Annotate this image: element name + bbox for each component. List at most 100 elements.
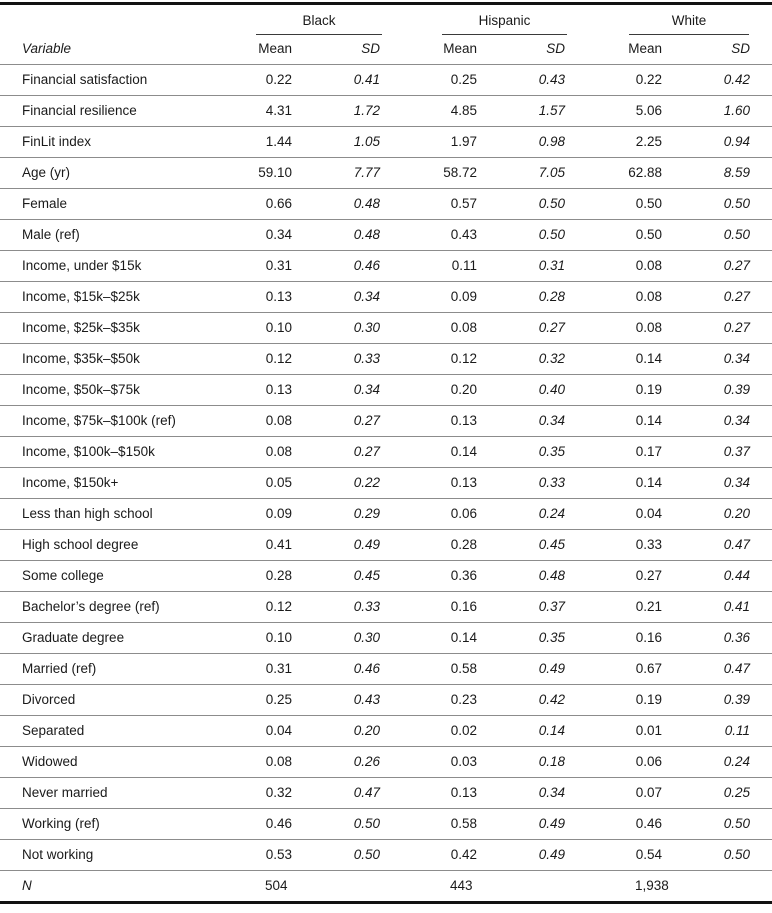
black-sd-cell: 0.22	[298, 467, 384, 499]
black-sd-cell: 0.49	[298, 529, 384, 561]
white-sd-cell: 0.44	[662, 560, 772, 592]
gap-cell	[383, 219, 434, 251]
white-mean-cell: 0.07	[620, 777, 663, 809]
hispanic-sd-cell: 0.48	[477, 560, 569, 592]
black-mean-cell: 0.08	[240, 436, 298, 468]
black-mean-cell: 0.08	[240, 405, 298, 437]
table-row: Female 0.66 0.48 0.57 0.50 0.50 0.50	[0, 188, 772, 220]
hispanic-sd-cell: 0.14	[477, 715, 569, 747]
hispanic-mean-cell: 0.14	[433, 436, 478, 468]
black-mean-cell: 0.41	[240, 529, 298, 561]
hispanic-sd-cell: 0.49	[477, 808, 569, 840]
white-mean-cell: 0.50	[620, 219, 663, 251]
hispanic-sd-cell: 0.35	[477, 436, 569, 468]
table-row: Income, $35k–$50k 0.12 0.33 0.12 0.32 0.14 0.3…	[0, 343, 772, 375]
group-header-hispanic-cell: Hispanic	[433, 4, 568, 35]
gap-cell	[568, 436, 621, 468]
black-mean-cell: 1.44	[240, 126, 298, 158]
table-row: Some college 0.28 0.45 0.36 0.48 0.27 0.44	[0, 560, 772, 592]
white-sd-cell: 0.50	[662, 839, 772, 871]
gap-cell	[568, 64, 621, 96]
gap-cell	[568, 808, 621, 840]
white-mean-cell: 0.67	[620, 653, 663, 685]
hispanic-sd-cell: 7.05	[477, 157, 569, 189]
n-white-value: 1,938	[635, 878, 669, 893]
table-row: Male (ref) 0.34 0.48 0.43 0.50 0.50 0.50	[0, 219, 772, 251]
variable-cell: Income, $25k–$35k	[0, 312, 240, 344]
black-sd-cell: 0.43	[298, 684, 384, 716]
black-sd-cell: 0.46	[298, 653, 384, 685]
gap-cell	[383, 95, 434, 127]
variable-cell: Income, $50k–$75k	[0, 374, 240, 406]
white-mean-cell: 0.04	[620, 498, 663, 530]
white-mean-cell: 0.16	[620, 622, 663, 654]
hispanic-mean-cell: 0.12	[433, 343, 478, 375]
white-mean-cell: 0.21	[620, 591, 663, 623]
black-sd-cell: 0.34	[298, 374, 384, 406]
white-mean-cell: 5.06	[620, 95, 663, 127]
black-mean-cell: 0.13	[240, 374, 298, 406]
variable-cell: Income, under $15k	[0, 250, 240, 282]
white-sd-cell: 0.41	[662, 591, 772, 623]
table-row: Never married 0.32 0.47 0.13 0.34 0.07 0.25	[0, 777, 772, 809]
hispanic-sd-cell: 0.24	[477, 498, 569, 530]
black-sd-cell: 0.27	[298, 436, 384, 468]
gap-cell	[383, 808, 434, 840]
black-sd-cell: 0.50	[298, 839, 384, 871]
table-row: Married (ref) 0.31 0.46 0.58 0.49 0.67 0.47	[0, 653, 772, 685]
white-sd-cell: 0.20	[662, 498, 772, 530]
hispanic-mean-cell: 0.02	[433, 715, 478, 747]
variable-cell: Income, $150k+	[0, 467, 240, 499]
black-mean-cell: 0.05	[240, 467, 298, 499]
hispanic-sd-cell: 0.37	[477, 591, 569, 623]
table-row: Widowed 0.08 0.26 0.03 0.18 0.06 0.24	[0, 746, 772, 778]
black-sd-cell: 0.47	[298, 777, 384, 809]
black-sd-cell: 0.33	[298, 343, 384, 375]
group-header-white-cell: White	[620, 4, 772, 35]
white-sd-cell: 0.27	[662, 250, 772, 282]
white-mean-cell: 62.88	[620, 157, 663, 189]
white-mean-cell: 0.01	[620, 715, 663, 747]
gap-cell	[383, 715, 434, 747]
black-sd-cell: 0.30	[298, 312, 384, 344]
black-sd-cell: 0.30	[298, 622, 384, 654]
gap-cell	[383, 343, 434, 375]
gap-cell	[568, 374, 621, 406]
hispanic-sd-header: SD	[477, 35, 569, 65]
variable-cell: Male (ref)	[0, 219, 240, 251]
gap-cell	[383, 281, 434, 313]
table-row: Financial resilience 4.31 1.72 4.85 1.57 5.06…	[0, 95, 772, 127]
gap-cell	[568, 560, 621, 592]
gap-cell	[568, 746, 621, 778]
hispanic-mean-cell: 0.23	[433, 684, 478, 716]
hispanic-sd-cell: 0.49	[477, 839, 569, 871]
hispanic-sd-cell: 0.40	[477, 374, 569, 406]
variable-cell: Income, $35k–$50k	[0, 343, 240, 375]
variable-cell: Widowed	[0, 746, 240, 778]
table-row: Not working 0.53 0.50 0.42 0.49 0.54 0.50	[0, 839, 772, 871]
hispanic-sd-cell: 0.45	[477, 529, 569, 561]
gap-cell	[383, 64, 434, 96]
hispanic-mean-cell: 0.58	[433, 808, 478, 840]
table-row: Income, $75k–$100k (ref) 0.08 0.27 0.13 0.34…	[0, 405, 772, 437]
white-sd-cell: 0.50	[662, 808, 772, 840]
table-row: Income, under $15k 0.31 0.46 0.11 0.31 0.08 0.…	[0, 250, 772, 282]
variable-cell: Some college	[0, 560, 240, 592]
black-sd-cell: 7.77	[298, 157, 384, 189]
gap-cell	[383, 653, 434, 685]
table-row: High school degree 0.41 0.49 0.28 0.45 0.33 0.…	[0, 529, 772, 561]
gap-cell	[568, 591, 621, 623]
table-row: Income, $25k–$35k 0.10 0.30 0.08 0.27 0.08 0.2…	[0, 312, 772, 344]
black-sd-cell: 0.41	[298, 64, 384, 96]
column-header-row: Variable Mean SD Mean SD Mean SD	[0, 35, 772, 65]
hispanic-sd-cell: 0.50	[477, 188, 569, 220]
white-sd-cell: 0.37	[662, 436, 772, 468]
white-sd-cell: 0.24	[662, 746, 772, 778]
table-row: Separated 0.04 0.20 0.02 0.14 0.01 0.11	[0, 715, 772, 747]
hispanic-mean-header: Mean	[433, 35, 478, 65]
n-black-value: 504	[265, 878, 288, 893]
table-row: Income, $50k–$75k 0.13 0.34 0.20 0.40 0.19 0.3…	[0, 374, 772, 406]
hispanic-sd-cell: 0.27	[477, 312, 569, 344]
white-mean-cell: 0.54	[620, 839, 663, 871]
white-mean-cell: 0.17	[620, 436, 663, 468]
